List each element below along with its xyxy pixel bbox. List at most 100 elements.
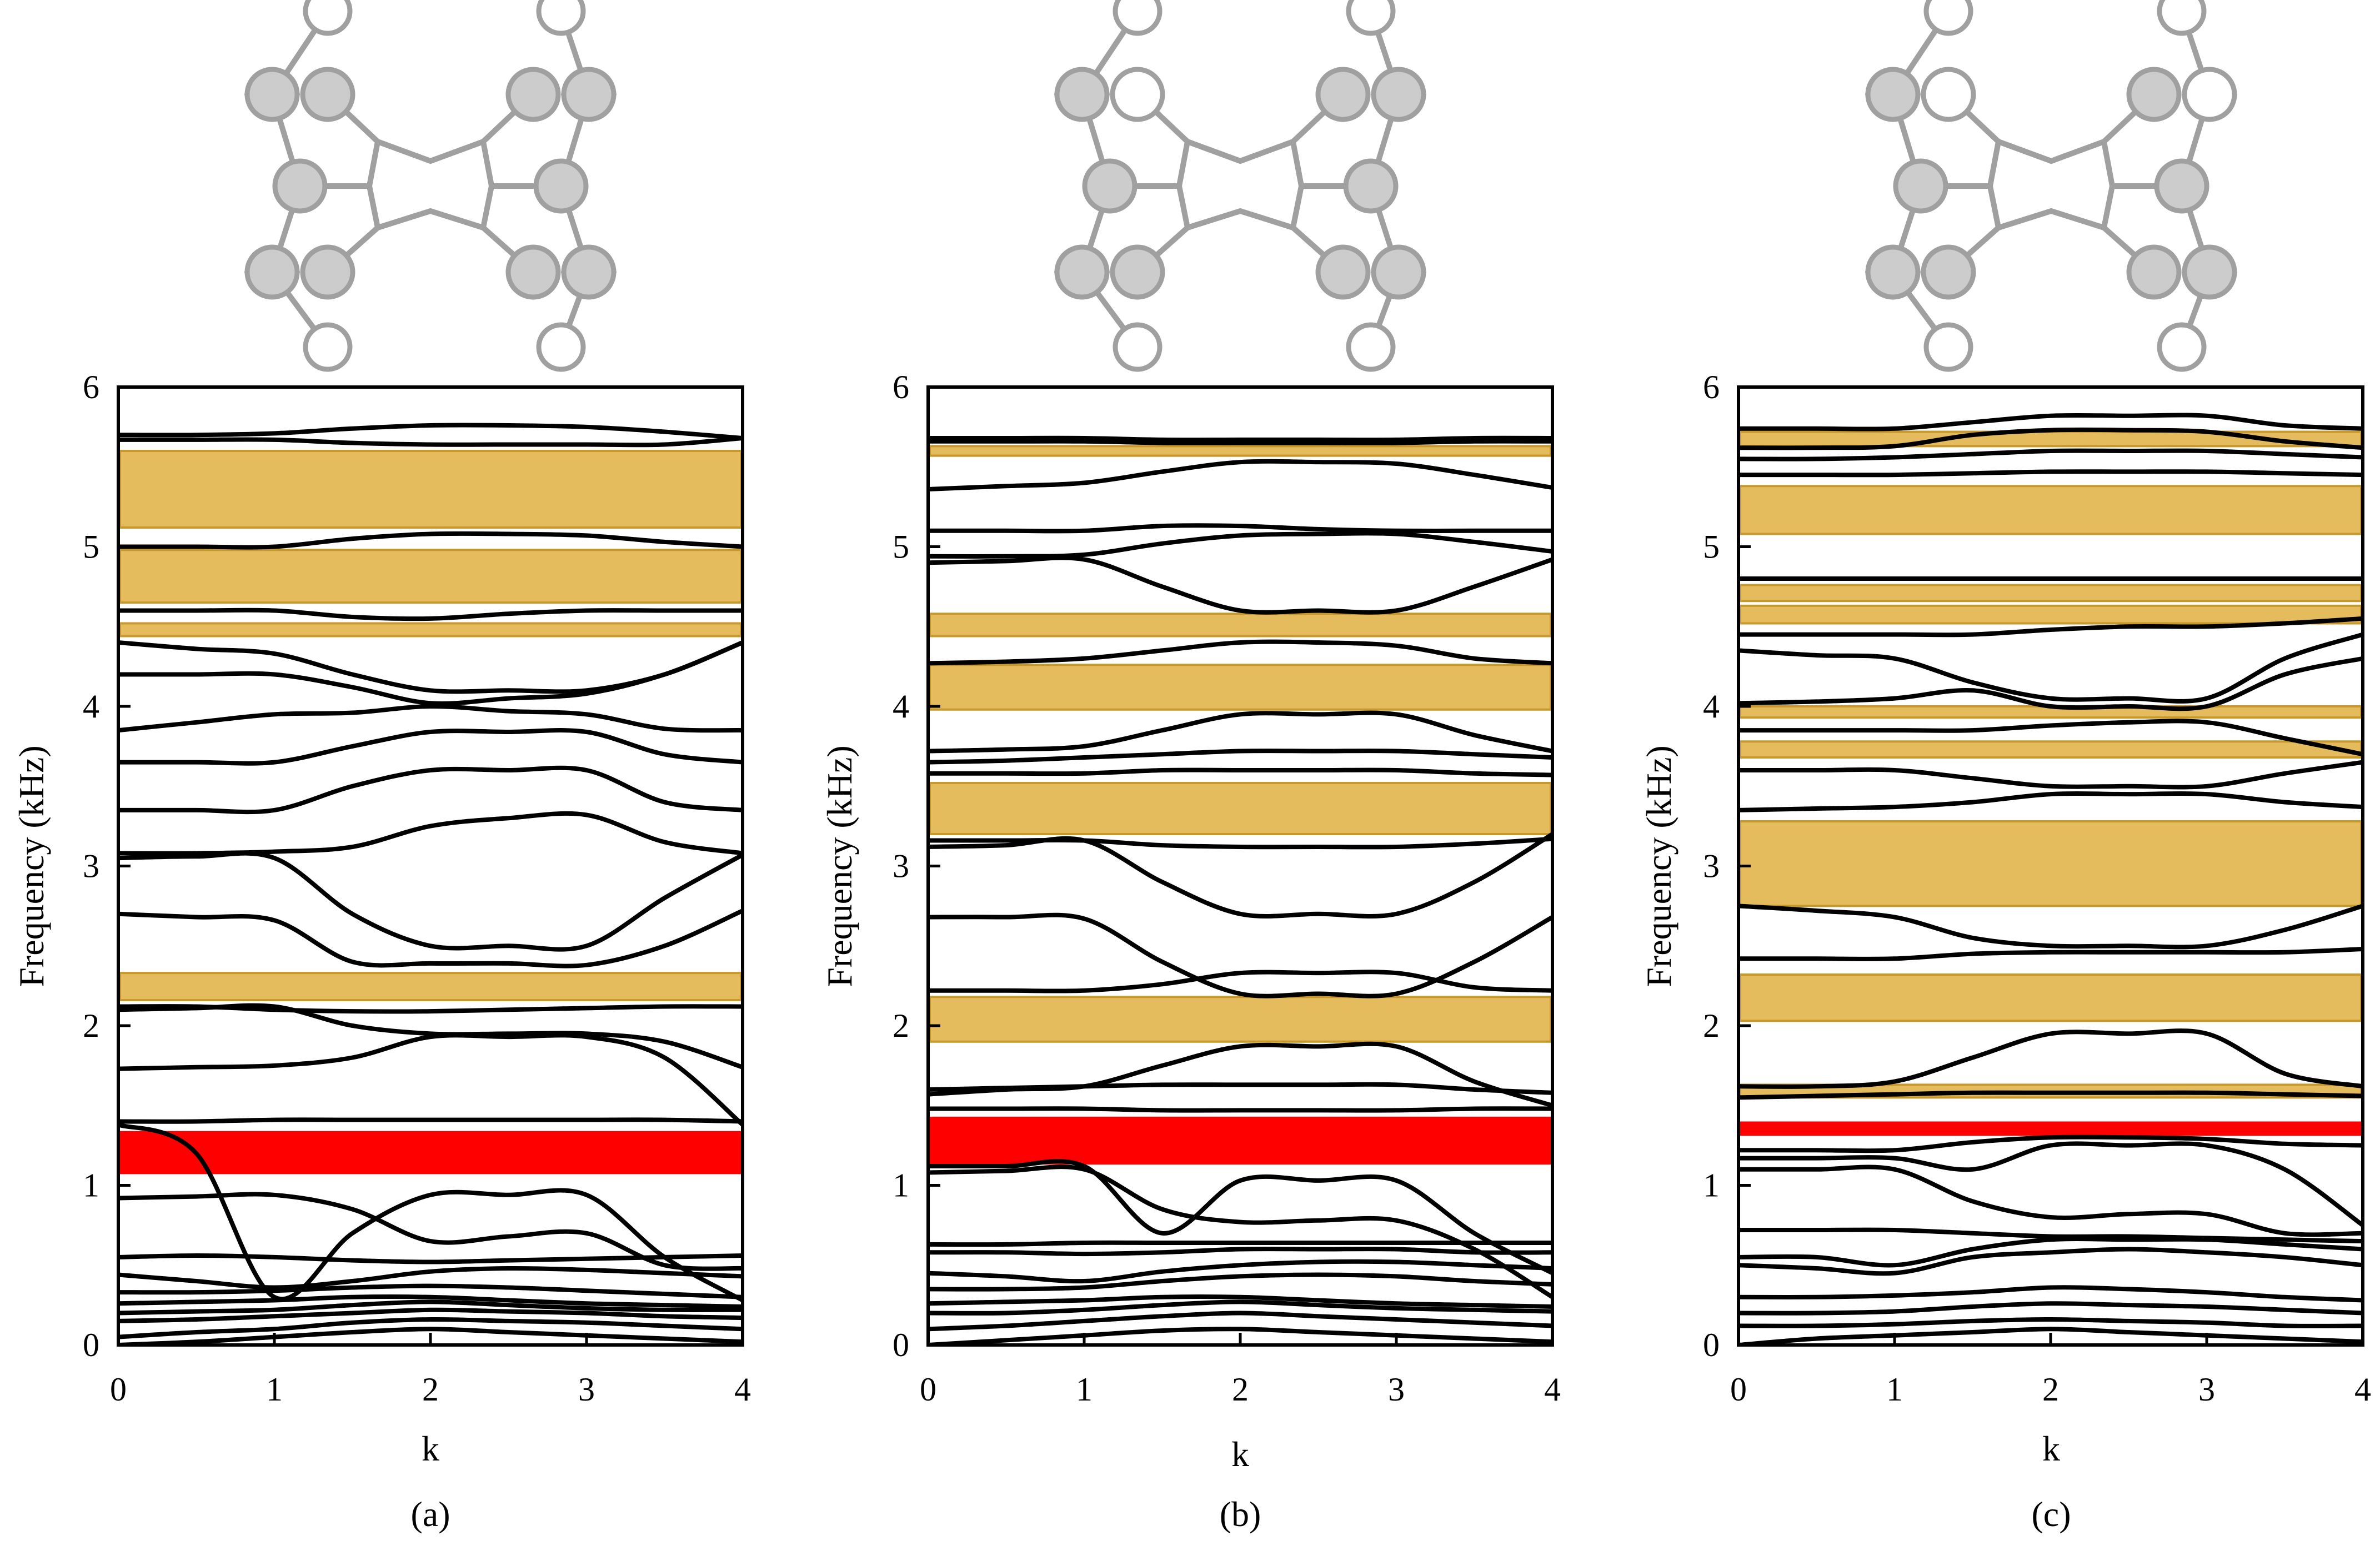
dispersion-band-11-c <box>1738 1028 2363 1089</box>
dispersion-band-9-c <box>1738 1141 2363 1228</box>
x-axis-label-b: k <box>1231 1434 1249 1474</box>
dispersion-band-10-a <box>118 1122 743 1303</box>
x-tick-label: 3 <box>2198 1371 2215 1408</box>
flat-band-gap-b-2 <box>929 664 1552 711</box>
flat-band-gap-b-0 <box>929 445 1552 457</box>
plot-frame-a <box>117 385 744 1347</box>
y-tick-label: 4 <box>83 688 99 725</box>
dispersion-band-25-b <box>928 459 1552 491</box>
y-tick-label: 0 <box>1703 1327 1720 1363</box>
y-tick-label: 4 <box>1703 688 1720 725</box>
cell-empty-node <box>2182 67 2237 122</box>
dispersion-band-18-a <box>118 765 743 815</box>
flat-band-gap-c-7 <box>1739 973 2362 1022</box>
panel-label-b: (b) <box>1220 1494 1261 1534</box>
cell-star-frame <box>1176 138 1305 232</box>
dispersion-band-25-c <box>1738 413 2363 431</box>
x-tick-label: 0 <box>1730 1371 1747 1408</box>
ticks-c: 0 1 2 3 4 5 6 0 1 2 3 4 <box>1703 369 2371 1408</box>
y-axis-label-c: Frequency (kHz) <box>1639 745 1678 987</box>
y-tick-label: 5 <box>83 529 99 565</box>
cell-empty-node <box>1110 67 1165 122</box>
dispersion-band-6-b <box>928 1259 1552 1284</box>
dispersion-band-6-a <box>118 1283 743 1299</box>
panel-b: 0 1 2 3 4 5 6 0 1 2 3 4 Frequency (kHz) k (b) <box>820 0 1561 1534</box>
flat-band-gap-c-2 <box>1739 584 2362 603</box>
y-tick-label: 3 <box>83 848 99 885</box>
dispersion-band-13-b <box>928 1082 1552 1095</box>
dispersion-band-14-a <box>118 1004 743 1014</box>
dispersion-band-27-b <box>928 435 1552 443</box>
cell-mass-node <box>244 244 300 300</box>
dispersion-band-7-b <box>928 1247 1552 1257</box>
cell-mass-node <box>1113 322 1163 372</box>
cell-mass-node <box>1315 244 1371 300</box>
y-tick-label: 2 <box>83 1007 99 1044</box>
complete-gap-c-9 <box>1740 1121 2361 1136</box>
cell-mass-node <box>1923 322 1973 372</box>
y-tick-label: 6 <box>83 369 99 405</box>
dispersion-band-14-c <box>1738 903 2363 950</box>
dispersion-band-13-c <box>1738 947 2363 961</box>
flat-band-gap-c-3 <box>1739 604 2362 625</box>
y-tick-label: 2 <box>893 1007 909 1044</box>
dispersion-band-26-a <box>118 423 743 440</box>
cell-mass-node <box>1371 67 1426 122</box>
cell-mass-node <box>1371 244 1426 300</box>
flat-band-gap-c-1 <box>1739 485 2362 535</box>
cell-mass-node <box>1923 0 1973 36</box>
unit-cell-a <box>244 0 617 372</box>
cell-star-frame <box>1987 138 2116 232</box>
dispersion-band-23-c <box>1738 448 2363 461</box>
flat-band-gap-a-0 <box>119 450 742 529</box>
unit-cell-b <box>1054 0 1426 372</box>
dispersion-band-23-b <box>928 531 1552 559</box>
dispersion-band-19-c <box>1738 632 2363 704</box>
cell-mass-node <box>1110 244 1165 300</box>
panel-label-a: (a) <box>410 1494 450 1534</box>
y-tick-label: 4 <box>893 688 909 725</box>
dispersion-band-18-c <box>1738 656 2363 711</box>
dispersion-band-9-b <box>928 1164 1552 1299</box>
flat-band-gap-a-3 <box>119 972 742 1001</box>
dispersion-band-14-b <box>928 970 1552 993</box>
y-axis-label-b: Frequency (kHz) <box>820 745 859 987</box>
cell-mass-node <box>2126 67 2182 122</box>
cell-mass-node <box>536 0 586 36</box>
flat-band-gap-b-1 <box>929 613 1552 638</box>
cell-mass-node <box>1082 158 1138 214</box>
cell-mass-node <box>1054 67 1110 122</box>
y-tick-label: 0 <box>893 1327 909 1363</box>
band-lines-a <box>118 423 743 1345</box>
flat-band-gap-c-6 <box>1739 820 2362 907</box>
flat-band-gap-b-3 <box>929 782 1552 835</box>
cell-mass-node <box>244 67 300 122</box>
cell-mass-node <box>1054 244 1110 300</box>
cell-mass-node <box>303 322 353 372</box>
dispersion-band-16-c <box>1738 760 2363 790</box>
panel-a: 0 1 2 3 4 5 6 0 1 2 3 4 Frequency (kHz) k (a) <box>12 0 751 1534</box>
complete-gap-b-5 <box>930 1116 1551 1165</box>
band-lines-b <box>928 435 1552 1345</box>
x-tick-label: 4 <box>734 1371 751 1408</box>
dispersion-band-5-b <box>928 1272 1552 1292</box>
cell-mass-node <box>505 244 561 300</box>
cell-mass-node <box>536 322 586 372</box>
x-tick-label: 0 <box>920 1371 936 1408</box>
cell-star-frame <box>366 138 495 232</box>
cell-mass-node <box>1865 244 1921 300</box>
cell-mass-node <box>1315 67 1371 122</box>
dispersion-band-8-c <box>1738 1164 2363 1237</box>
y-tick-label: 5 <box>893 529 909 565</box>
dispersion-band-2-c <box>1738 1317 2363 1328</box>
y-tick-label: 1 <box>83 1167 99 1204</box>
gap-layer-c <box>1739 430 2362 1136</box>
x-tick-label: 4 <box>2354 1371 2371 1408</box>
dispersion-band-1-c <box>1738 1327 2363 1345</box>
cell-mass-node <box>2154 158 2209 214</box>
flat-band-gap-a-2 <box>119 622 742 638</box>
dispersion-band-24-c <box>1738 427 2363 450</box>
dispersion-band-18-b <box>928 767 1552 777</box>
cell-mass-node <box>1893 158 1948 214</box>
